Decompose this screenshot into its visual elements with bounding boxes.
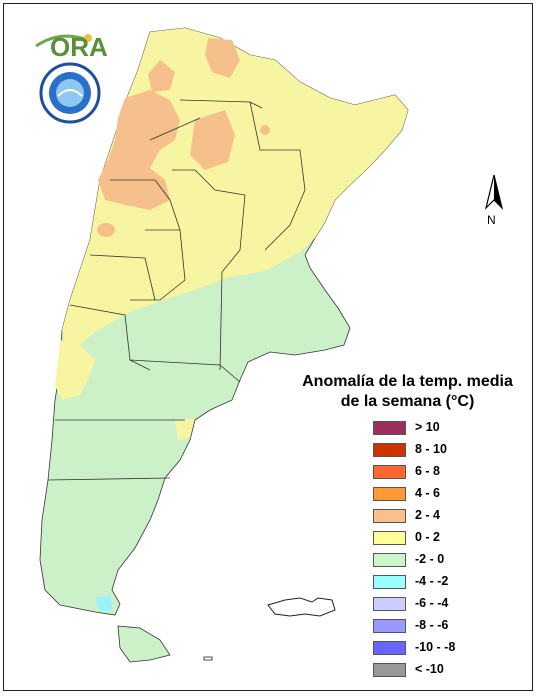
- legend-label: -10 - -8: [415, 640, 456, 654]
- anomaly-zone-minus4-minus2-south: [95, 595, 113, 612]
- legend-item: 4 - 6: [373, 484, 513, 506]
- north-arrow-icon: [484, 174, 504, 210]
- legend-swatch: [373, 575, 406, 589]
- legend-label: > 10: [415, 420, 440, 434]
- anomaly-zone-2-4-west: [97, 223, 115, 237]
- legend-swatch: [373, 641, 406, 655]
- legend-swatch: [373, 421, 406, 435]
- small-island: [203, 656, 213, 661]
- north-label: N: [487, 213, 496, 227]
- legend-item: 0 - 2: [373, 528, 513, 550]
- anomaly-zone-0-2-coast: [175, 418, 195, 440]
- legend-item: -6 - -4: [373, 594, 513, 616]
- legend-item: < -10: [373, 660, 513, 682]
- legend-label: -4 - -2: [415, 574, 449, 588]
- anomaly-zone-0-2-southwest: [55, 340, 95, 400]
- legend-swatch: [373, 619, 406, 633]
- legend-item: 6 - 8: [373, 462, 513, 484]
- legend-label: 2 - 4: [415, 508, 441, 522]
- legend: > 10 8 - 10 6 - 8 4 - 6 2 - 4 0 - 2 -2 - 0 -4 -…: [373, 418, 513, 682]
- legend-label: 6 - 8: [415, 464, 441, 478]
- legend-item: 8 - 10: [373, 440, 513, 462]
- province-borders: [47, 99, 306, 481]
- legend-swatch: [373, 663, 406, 677]
- legend-swatch: [373, 531, 406, 545]
- tierra-del-fuego: [117, 625, 171, 663]
- anomaly-zone-2-4-far-north: [205, 38, 240, 78]
- legend-title-line1: Anomalía de la temp. media: [302, 373, 513, 390]
- legend-item: -8 - -6: [373, 616, 513, 638]
- legend-swatch: [373, 509, 406, 523]
- anomaly-zone-2-4-northeast: [190, 110, 235, 170]
- legend-swatch: [373, 487, 406, 501]
- legend-swatch: [373, 553, 406, 567]
- legend-item: -2 - 0: [373, 550, 513, 572]
- anomaly-zone-2-4-north: [148, 60, 175, 92]
- legend-item: -10 - -8: [373, 638, 513, 660]
- anomaly-zone-2-4-center: [260, 125, 270, 135]
- legend-title: Anomalía de la temp. media de la semana …: [280, 372, 535, 412]
- legend-label: < -10: [415, 662, 444, 676]
- legend-swatch: [373, 465, 406, 479]
- legend-label: 0 - 2: [415, 530, 441, 544]
- smn-seal-logo: [39, 62, 101, 124]
- legend-swatch: [373, 597, 406, 611]
- legend-label: -2 - 0: [415, 552, 445, 566]
- legend-item: 2 - 4: [373, 506, 513, 528]
- legend-item: -4 - -2: [373, 572, 513, 594]
- legend-label: 8 - 10: [415, 442, 447, 456]
- malvinas-islands: [267, 597, 336, 617]
- ora-logo: ORA: [35, 32, 108, 62]
- legend-swatch: [373, 443, 406, 457]
- legend-item: > 10: [373, 418, 513, 440]
- logo-text: ORA: [50, 32, 108, 62]
- legend-title-line2: de la semana (°C): [340, 393, 475, 410]
- legend-label: -6 - -4: [415, 596, 449, 610]
- legend-label: -8 - -6: [415, 618, 449, 632]
- legend-label: 4 - 6: [415, 486, 441, 500]
